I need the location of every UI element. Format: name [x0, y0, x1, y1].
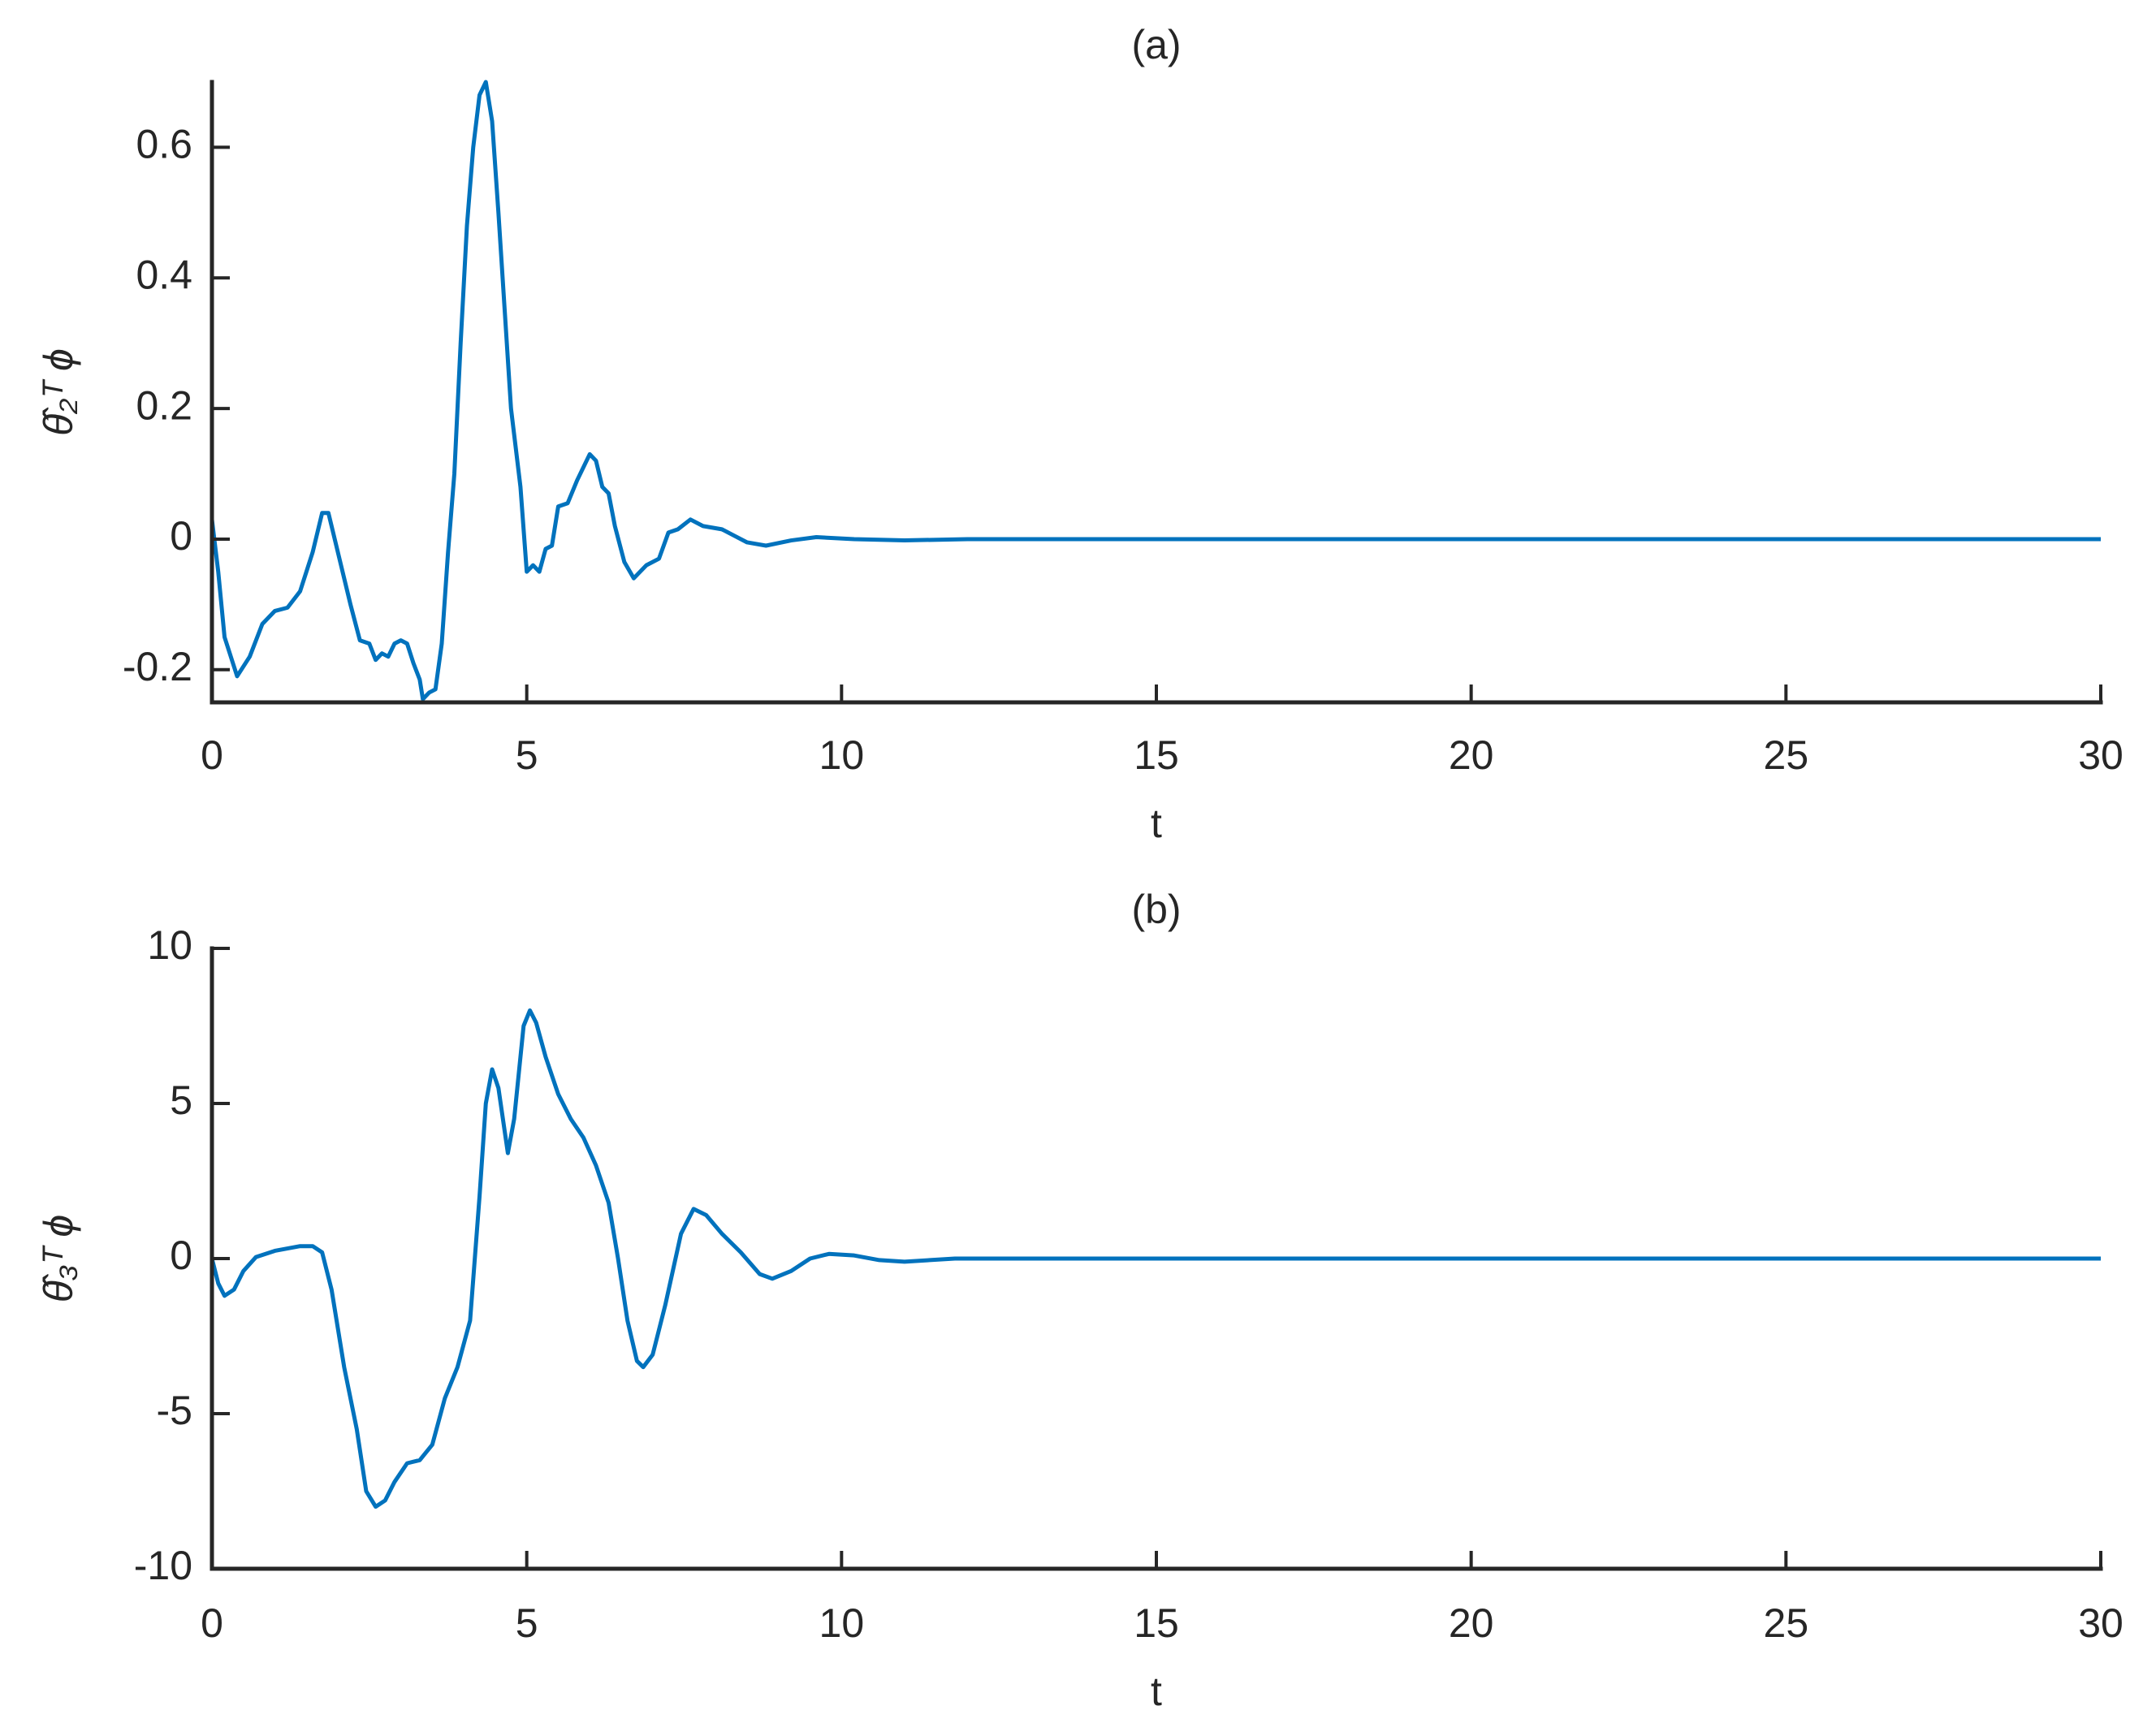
x-tick-label: 15	[1134, 732, 1179, 778]
data-line	[212, 1008, 2101, 1509]
y-tick-label: 0.2	[136, 382, 192, 428]
subplot: (b) 0 5 10 15 20 25 30 -10 -5 0 5 10 t θ̂₃ᵀ ϕ	[36, 887, 2124, 1714]
chart-title: (b)	[1131, 887, 1181, 932]
x-axis-label: t	[1151, 1669, 1162, 1714]
x-axis-label: t	[1151, 801, 1162, 846]
y-tick-label: 0.6	[136, 122, 192, 167]
y-tick-label: -0.2	[123, 644, 192, 689]
y-tick-label: 0.4	[136, 252, 192, 297]
x-tick-label: 0	[201, 732, 223, 778]
x-tick-label: 10	[819, 732, 865, 778]
subplot: (a)0 5 10 15 20 25 30-0.200.20.40.6tθ̂₂ᵀ ϕ	[36, 22, 2124, 846]
x-tick-label: 5	[516, 732, 538, 778]
data-line	[212, 80, 2101, 702]
x-tick-label: 10	[819, 1600, 865, 1646]
x-tick-label: 15	[1134, 1600, 1179, 1646]
x-tick-label: 25	[1764, 732, 1809, 778]
y-tick-label: -5	[157, 1388, 192, 1433]
x-tick-label: 5	[516, 1600, 538, 1646]
y-axis-label: θ̂₃ᵀ ϕ	[36, 1215, 81, 1302]
x-tick-label: 0	[201, 1600, 223, 1646]
x-tick-label: 20	[1449, 1600, 1494, 1646]
y-tick-label: 10	[147, 922, 192, 968]
y-tick-label: 0	[170, 513, 192, 559]
x-tick-label: 30	[2078, 732, 2124, 778]
chart-title: (a)	[1131, 22, 1181, 67]
y-tick-label: 0	[170, 1233, 192, 1278]
x-tick-label: 20	[1449, 732, 1494, 778]
x-tick-label: 25	[1764, 1600, 1809, 1646]
x-tick-label: 30	[2078, 1600, 2124, 1646]
y-axis-label: θ̂₂ᵀ ϕ	[36, 348, 81, 436]
y-tick-label: -10	[134, 1543, 192, 1588]
y-tick-label: 5	[170, 1077, 192, 1123]
